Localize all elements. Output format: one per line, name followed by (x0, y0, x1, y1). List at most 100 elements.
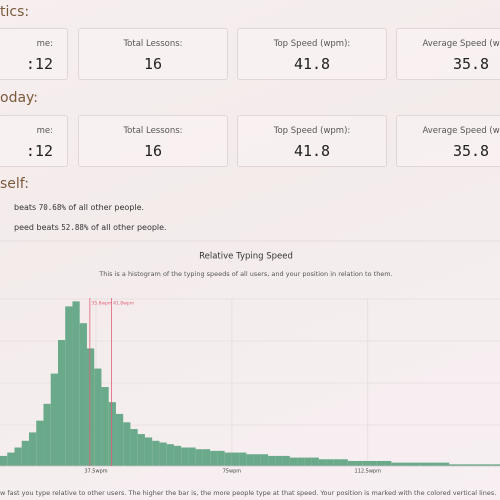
line-value: 70.68% (38, 203, 66, 212)
bar (326, 459, 334, 466)
line-suffix: of all other people. (90, 223, 167, 232)
bar (434, 462, 443, 466)
stat-card: Average Speed (wpm): 35.8 (396, 115, 500, 167)
bar (79, 323, 87, 466)
stat-value: :12 (25, 55, 53, 73)
x-tick-label: 112.5wpm (355, 469, 382, 475)
stat-card: me::12 (0, 115, 68, 167)
stat-card: Top Speed (wpm): 41.8 (237, 115, 387, 167)
bar (384, 460, 392, 466)
bar (347, 460, 356, 466)
bar (231, 452, 240, 466)
bar (72, 301, 80, 466)
bar (50, 373, 58, 466)
bar (376, 460, 385, 466)
bar (7, 452, 15, 466)
bar (282, 455, 290, 466)
bar (246, 454, 254, 466)
bar (427, 462, 435, 466)
bar (65, 306, 73, 466)
stat-card: Total Lessons: 16 (78, 115, 228, 167)
section-heading: tics: (0, 4, 30, 20)
bar (108, 402, 116, 466)
bar (181, 447, 189, 466)
stat-card: Average Speed (wpm): 35.8 (396, 28, 500, 80)
stat-label: Total Lessons: (123, 126, 183, 136)
bar (188, 447, 196, 466)
stat-label: Average Speed (wpm): (422, 39, 500, 49)
bar (144, 437, 153, 466)
bar (217, 450, 225, 466)
x-tick-label: 75wpm (223, 469, 242, 475)
stat-value: 41.8 (293, 142, 331, 160)
bar (21, 440, 29, 466)
chart-title: Relative Typing Speed (199, 252, 293, 262)
bar (333, 459, 341, 466)
bar (413, 462, 421, 466)
bar (36, 420, 44, 466)
bar (130, 429, 138, 466)
bar (28, 432, 37, 466)
bar (311, 457, 319, 466)
line-suffix: of all other people. (68, 203, 145, 212)
bar (369, 460, 377, 466)
stat-value: 35.8 (452, 55, 490, 73)
bar (14, 447, 22, 466)
bar (449, 464, 457, 466)
section-heading: self: (0, 176, 29, 192)
bar (123, 422, 131, 466)
stat-card: Total Lessons: 16 (78, 28, 228, 80)
x-tick-label: 37.5wpm (84, 469, 107, 475)
bar (268, 455, 276, 466)
stat-label: me: (36, 126, 53, 136)
bar (101, 387, 109, 466)
bar (173, 445, 182, 466)
bar (478, 464, 486, 466)
bar (43, 403, 51, 466)
bar (340, 459, 348, 466)
bar (485, 464, 493, 466)
bar (398, 462, 406, 466)
bar (159, 442, 167, 466)
comparison-line: peed beats 52.88% of all other people. (14, 223, 167, 232)
stat-label: Top Speed (wpm): (273, 39, 351, 49)
bar (0, 455, 8, 466)
stat-value: 16 (143, 142, 163, 160)
bar (492, 464, 500, 466)
bar (275, 455, 283, 466)
bar (195, 449, 203, 466)
bar (57, 340, 66, 466)
bar (442, 462, 450, 466)
bar (456, 464, 464, 466)
bar (297, 457, 305, 466)
bar (355, 460, 363, 466)
bar (137, 434, 145, 466)
bar (152, 440, 160, 466)
bar (94, 368, 102, 466)
chart-subtitle: This is a histogram of the typing speeds… (98, 270, 392, 278)
bar (471, 464, 479, 466)
stat-label: Average Speed (wpm): (422, 126, 500, 136)
line-value: 52.88% (61, 223, 89, 232)
bar (115, 413, 124, 466)
bar (253, 454, 261, 466)
line-prefix: peed beats (14, 223, 59, 232)
line-prefix: beats (14, 203, 37, 212)
comparison-line: beats 70.68% of all other people. (14, 203, 144, 212)
bar (318, 459, 327, 466)
stat-value: 41.8 (293, 55, 331, 73)
bar (463, 464, 472, 466)
marker-label: 35.8wpm (91, 301, 112, 307)
bar (239, 452, 247, 466)
bar (86, 348, 95, 466)
stat-value: 16 (143, 55, 163, 73)
stat-value: 35.8 (452, 142, 490, 160)
bar (405, 462, 414, 466)
bar (420, 462, 428, 466)
bar (260, 454, 269, 466)
bar (166, 444, 174, 466)
bar (210, 450, 218, 466)
bar (202, 449, 211, 466)
bar (224, 452, 232, 466)
